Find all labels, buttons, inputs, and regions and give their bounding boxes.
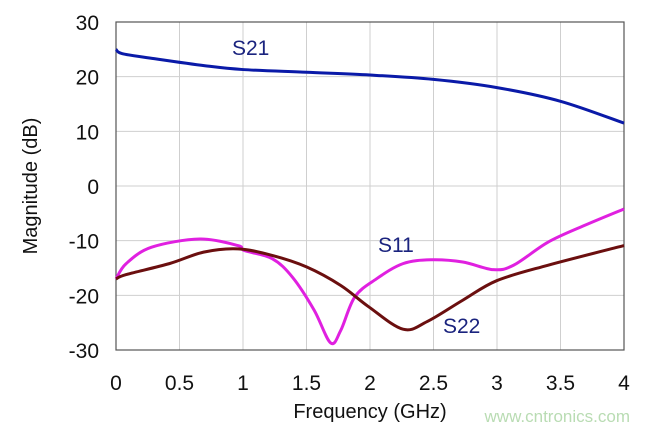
y-tick-label: -20 (69, 285, 99, 308)
series-group (114, 48, 625, 346)
y-tick-label: 0 (87, 176, 99, 199)
y-tick-label: 20 (76, 67, 99, 90)
series-s22-line (115, 244, 625, 332)
x-tick-label: 1.5 (292, 372, 321, 395)
plot-area-border (115, 21, 625, 351)
annotation-s22: S22 (443, 315, 480, 338)
y-tick-label: 30 (76, 12, 99, 35)
series-s21-line (114, 48, 625, 125)
x-tick-label: 1 (237, 372, 249, 395)
x-tick-labels: 0 0.5 1 1.5 2 2.5 3 3.5 4 (110, 372, 630, 395)
x-tick-label: 0 (110, 372, 122, 395)
x-tick-label: 3 (491, 372, 503, 395)
annotation-s21: S21 (232, 37, 269, 60)
y-tick-label: -30 (69, 340, 99, 363)
x-axis-label: Frequency (GHz) (293, 401, 446, 423)
y-tick-label: -10 (69, 231, 99, 254)
watermark: www.cntronics.com (484, 407, 630, 426)
grid (115, 21, 625, 351)
x-tick-label: 0.5 (165, 372, 194, 395)
x-tick-label: 4 (618, 372, 630, 395)
x-tick-label: 2.5 (419, 372, 448, 395)
y-tick-labels: 30 20 10 0 -10 -20 -30 (69, 12, 99, 363)
series-s11-line (114, 207, 625, 346)
x-tick-label: 3.5 (546, 372, 575, 395)
y-axis-label: Magnitude (dB) (20, 118, 42, 255)
annotation-s11: S11 (378, 234, 414, 257)
y-tick-label: 10 (76, 121, 99, 144)
x-tick-label: 2 (364, 372, 376, 395)
